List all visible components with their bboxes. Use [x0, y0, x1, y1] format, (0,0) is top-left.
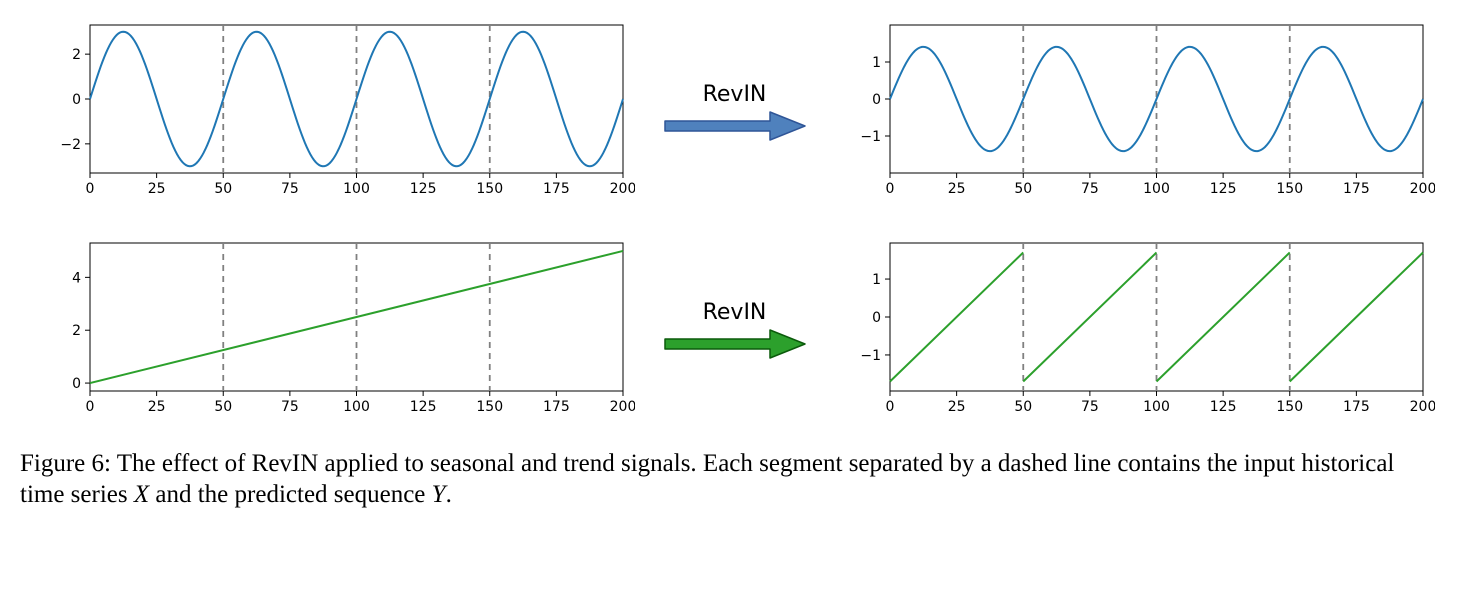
plot-svg-top-right: 0 25 50 75 100 125 150 175 200 −1 0 1 — [835, 17, 1435, 207]
svg-text:25: 25 — [947, 399, 965, 415]
svg-text:100: 100 — [1143, 399, 1170, 415]
svg-text:0: 0 — [72, 376, 81, 392]
svg-text:150: 150 — [1276, 399, 1303, 415]
arrow-bottom-label: RevIN — [703, 300, 767, 325]
svg-text:1: 1 — [872, 55, 881, 71]
arrow-top-label: RevIN — [703, 82, 767, 107]
arrow-bottom-cell: RevIN — [635, 230, 835, 430]
svg-text:2: 2 — [72, 323, 81, 339]
panel-top-left: 0 25 50 75 100 125 150 175 200 −2 0 2 — [35, 17, 635, 207]
svg-text:25: 25 — [147, 399, 165, 415]
svg-text:0: 0 — [885, 181, 894, 197]
plot-svg-bottom-left: 0 25 50 75 100 125 150 175 200 0 2 4 — [35, 235, 635, 425]
svg-text:125: 125 — [1209, 399, 1236, 415]
svg-text:75: 75 — [280, 399, 298, 415]
plot-svg-bottom-right: 0 25 50 75 100 125 150 175 200 −1 0 1 — [835, 235, 1435, 425]
svg-text:25: 25 — [947, 181, 965, 197]
svg-text:200: 200 — [609, 181, 634, 197]
svg-text:175: 175 — [1343, 399, 1370, 415]
figure-grid: 0255075100125150175200−202 RevIN 0255075… — [20, 12, 1449, 430]
svg-text:200: 200 — [609, 399, 634, 415]
svg-text:125: 125 — [409, 181, 436, 197]
panel-top-right: 0 25 50 75 100 125 150 175 200 −1 0 1 — [835, 17, 1435, 207]
svg-text:100: 100 — [343, 181, 370, 197]
svg-text:0: 0 — [872, 92, 881, 108]
svg-text:200: 200 — [1409, 181, 1434, 197]
arrow-top-icon — [660, 109, 810, 143]
svg-text:50: 50 — [214, 399, 232, 415]
svg-text:50: 50 — [1014, 181, 1032, 197]
svg-text:150: 150 — [1276, 181, 1303, 197]
arrow-top-cell: RevIN — [635, 12, 835, 212]
panel-bottom-right: 0 25 50 75 100 125 150 175 200 −1 0 1 — [835, 235, 1435, 425]
arrow-bottom-icon — [660, 327, 810, 361]
svg-text:100: 100 — [343, 399, 370, 415]
caption-prefix: Figure 6: — [20, 450, 117, 477]
svg-text:150: 150 — [476, 399, 503, 415]
svg-text:175: 175 — [1343, 181, 1370, 197]
svg-text:25: 25 — [147, 181, 165, 197]
svg-text:4: 4 — [72, 270, 81, 286]
svg-text:175: 175 — [543, 181, 570, 197]
svg-text:125: 125 — [1209, 181, 1236, 197]
svg-text:0: 0 — [72, 92, 81, 108]
svg-text:150: 150 — [476, 181, 503, 197]
svg-text:−1: −1 — [860, 348, 881, 364]
svg-text:50: 50 — [214, 181, 232, 197]
svg-text:1: 1 — [872, 272, 881, 288]
svg-text:0: 0 — [85, 181, 94, 197]
caption-body-2: and the predicted sequence — [149, 481, 432, 508]
svg-text:175: 175 — [543, 399, 570, 415]
svg-text:−2: −2 — [60, 137, 81, 153]
svg-text:50: 50 — [1014, 399, 1032, 415]
svg-text:−1: −1 — [860, 129, 881, 145]
svg-text:2: 2 — [72, 47, 81, 63]
caption-var-y: Y — [432, 481, 446, 508]
svg-text:0: 0 — [85, 399, 94, 415]
svg-text:75: 75 — [1080, 399, 1098, 415]
caption-var-x: X — [134, 481, 149, 508]
caption-body-3: . — [446, 481, 452, 508]
svg-text:125: 125 — [409, 399, 436, 415]
plot-svg-top-left: 0 25 50 75 100 125 150 175 200 −2 0 2 — [35, 17, 635, 207]
svg-text:200: 200 — [1409, 399, 1434, 415]
figure-caption: Figure 6: The effect of RevIN applied to… — [20, 448, 1420, 511]
panel-bottom-left: 0 25 50 75 100 125 150 175 200 0 2 4 — [35, 235, 635, 425]
svg-text:75: 75 — [1080, 181, 1098, 197]
svg-text:0: 0 — [872, 310, 881, 326]
svg-text:100: 100 — [1143, 181, 1170, 197]
svg-text:0: 0 — [885, 399, 894, 415]
svg-text:75: 75 — [280, 181, 298, 197]
